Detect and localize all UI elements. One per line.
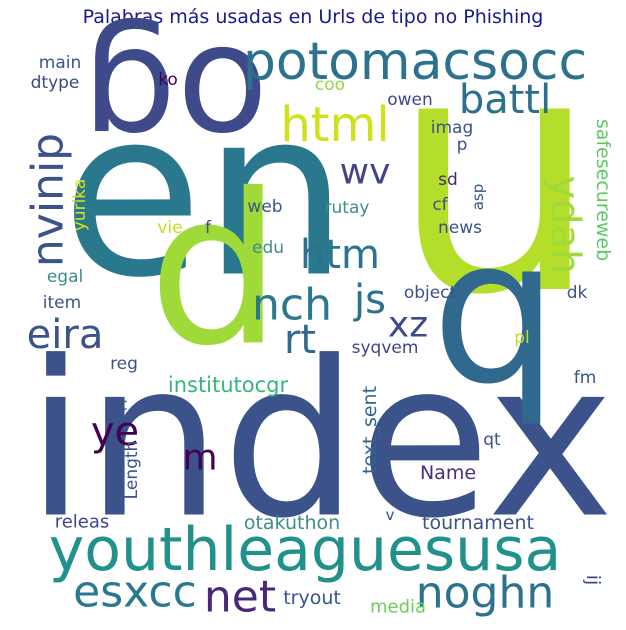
- word: og: [82, 13, 269, 187]
- word: rutay: [325, 198, 370, 218]
- word: u: [390, 0, 599, 367]
- word: v: [386, 506, 395, 524]
- word: safesecureweb: [592, 119, 614, 261]
- word: vie: [157, 218, 182, 238]
- chart-title: Palabras más usadas en Urls de tipo no P…: [83, 6, 544, 28]
- word: syqvem: [352, 338, 419, 358]
- word: ko: [158, 70, 178, 90]
- word: yurika: [70, 179, 90, 232]
- word: nvinip: [23, 133, 74, 267]
- word: p: [457, 135, 468, 155]
- word: egal: [47, 267, 83, 287]
- word: reg: [110, 354, 138, 374]
- word: media: [370, 597, 426, 618]
- word: Name: [420, 462, 476, 484]
- word: text_sent: [359, 386, 381, 474]
- word: qt: [483, 430, 501, 450]
- word: js: [353, 277, 386, 323]
- word: dk: [567, 283, 588, 303]
- word: esxcc: [73, 567, 197, 618]
- word: imag: [431, 118, 474, 138]
- word: nch: [252, 280, 332, 331]
- word: l: [256, 480, 261, 500]
- word: news: [438, 218, 482, 238]
- word: youthleaguesusa: [49, 515, 562, 585]
- word: potomacsocc: [243, 32, 587, 92]
- word: wv: [340, 152, 391, 193]
- word: releas: [55, 512, 110, 533]
- word: eira: [27, 312, 104, 358]
- word: net: [204, 572, 276, 623]
- word: battl: [459, 77, 551, 123]
- word: edu: [252, 238, 284, 258]
- word: html: [280, 97, 389, 153]
- word: rt: [284, 317, 316, 363]
- word: vc: [108, 395, 127, 415]
- word: fm: [574, 368, 597, 388]
- word: pl: [514, 328, 530, 348]
- word: ydah: [542, 176, 588, 275]
- word: main: [39, 53, 81, 73]
- word: Length: [122, 441, 142, 500]
- word: b: [432, 224, 559, 457]
- word: owen: [387, 90, 433, 110]
- word: coo: [315, 75, 345, 95]
- word: otakuthon: [244, 512, 340, 534]
- word: ij: [582, 575, 604, 586]
- word: ye: [91, 409, 139, 455]
- word: index: [26, 315, 614, 566]
- word: htm: [300, 232, 380, 278]
- word: p: [148, 178, 281, 423]
- word: en: [61, 62, 348, 329]
- word: noghn: [416, 568, 555, 619]
- word: cf: [432, 195, 448, 215]
- word: item: [43, 293, 81, 313]
- word: institutocgr: [168, 373, 289, 397]
- word: web: [247, 197, 282, 217]
- word: dtype: [31, 73, 80, 93]
- word: object: [404, 283, 457, 303]
- word: tryout: [283, 587, 341, 609]
- word: asp: [469, 184, 487, 211]
- word: tournament: [422, 512, 534, 534]
- word: xz: [388, 305, 428, 346]
- word: f: [205, 218, 212, 238]
- word: sd: [438, 170, 458, 190]
- word: m: [182, 438, 217, 479]
